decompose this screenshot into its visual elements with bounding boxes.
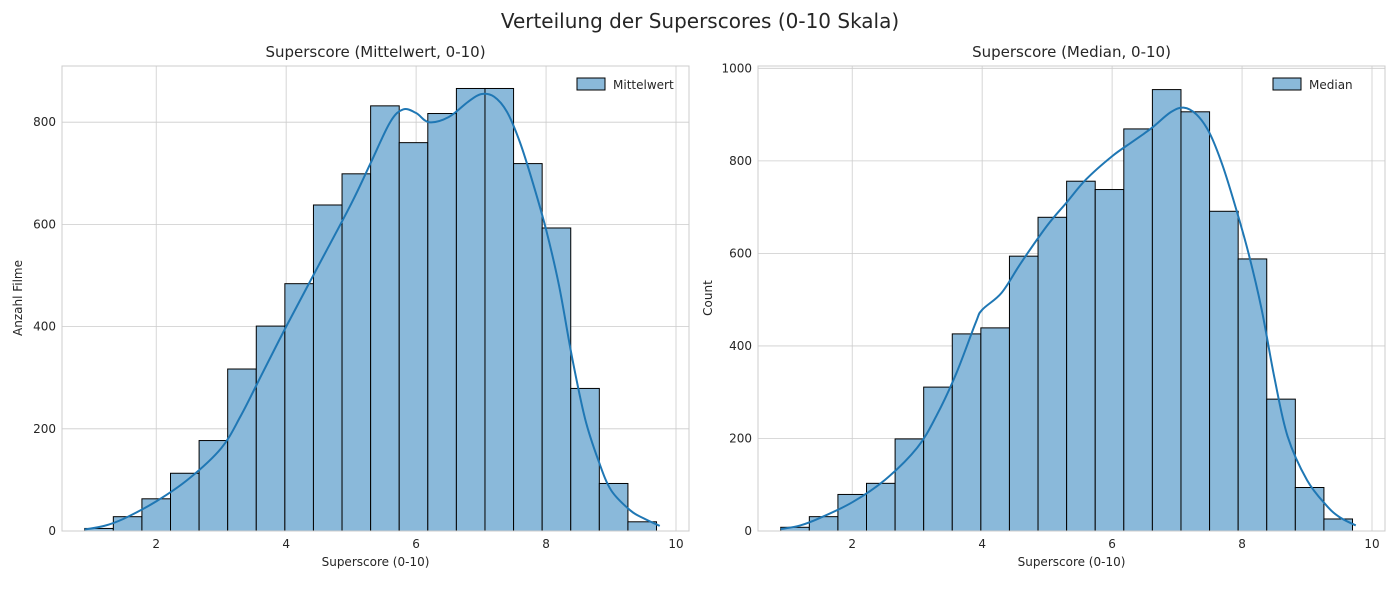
y-tick-label: 1000 [721,61,752,75]
x-tick-label: 2 [152,537,160,551]
plot-area: 2 4 6 8 10 0 200 400 600 800 1000 Median [721,61,1386,551]
y-tick-label: 600 [729,246,752,260]
histogram-bar [894,438,925,532]
legend-label: Mittelwert [613,78,674,92]
plot-area: 2 4 6 8 10 0 200 400 600 800 Mittelwert [33,65,690,551]
histogram-bar [1294,487,1325,532]
legend-label: Median [1309,78,1353,92]
x-tick-label: 4 [978,537,986,551]
x-tick-label: 6 [1108,537,1116,551]
x-axis-label: Superscore (0-10) [322,555,430,569]
histogram-bar [1237,258,1268,532]
histogram-bar [1180,111,1211,532]
histogram-bar [398,142,429,532]
histogram-bar [1094,189,1125,532]
x-axis-label: Superscore (0-10) [1018,555,1126,569]
y-tick-label: 0 [48,524,56,538]
x-tick-label: 2 [848,537,856,551]
panel-title: Superscore (Mittelwert, 0-10) [265,43,485,61]
histogram-bar [951,333,982,532]
histogram-bar [112,516,143,532]
y-tick-label: 400 [729,339,752,353]
histogram-bar [923,386,953,532]
panel-median: Superscore (Median, 0-10) Superscore (0-… [701,43,1171,569]
histogram-bar [455,87,486,532]
histogram-bar [370,105,400,532]
y-axis-label: Anzahl Filme [11,260,25,336]
panel-title: Superscore (Median, 0-10) [972,43,1171,61]
histogram-bar [1266,398,1296,532]
figure-suptitle: Verteilung der Superscores (0-10 Skala) [501,9,899,33]
histogram-bar [341,173,372,532]
histogram-bar [980,327,1010,532]
histogram-bar [1151,89,1182,532]
histogram-bar [198,440,229,532]
x-tick-label: 10 [668,537,683,551]
x-tick-label: 8 [542,537,550,551]
legend-swatch [1272,77,1302,91]
histogram-bar [1066,180,1096,532]
y-tick-label: 400 [33,320,56,334]
histogram-bar [808,516,839,532]
x-tick-label: 6 [412,537,420,551]
x-tick-label: 4 [282,537,290,551]
kde-curve [780,106,1357,531]
panel-mittelwert: Superscore (Mittelwert, 0-10) Superscore… [11,43,486,569]
histogram-bar [427,113,457,532]
histogram-bar [837,493,868,532]
histogram-bar [541,227,572,532]
histogram-bar [1123,128,1153,532]
histogram-bar [1008,255,1039,532]
axes-frame [757,65,1386,532]
y-tick-label: 200 [33,422,56,436]
legend-swatch [576,77,606,91]
y-tick-label: 800 [729,154,752,168]
y-tick-label: 800 [33,115,56,129]
histogram-bar [484,87,515,532]
y-tick-label: 0 [744,524,752,538]
histogram-bar [141,498,172,532]
y-tick-label: 600 [33,217,56,231]
histogram-bar [513,163,543,532]
histogram-bar [255,325,286,532]
kde-curve [84,92,661,531]
histogram-bar [312,204,343,532]
histogram-bar [1037,216,1068,532]
x-tick-label: 8 [1238,537,1246,551]
axes-frame [61,65,690,532]
x-tick-label: 10 [1364,537,1379,551]
y-tick-label: 200 [729,431,752,445]
histogram-bar [570,387,600,532]
y-axis-label: Count [701,280,715,316]
histogram-bar [598,482,629,532]
histogram-bar [1209,210,1239,532]
